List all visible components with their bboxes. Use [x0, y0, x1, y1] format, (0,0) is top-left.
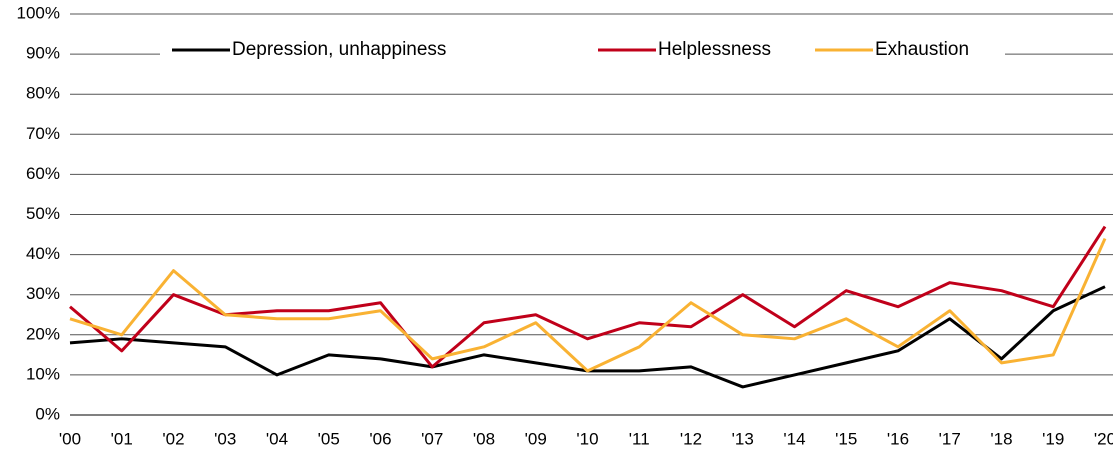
series-line [69, 225, 1107, 369]
y-tick-label: 30% [26, 284, 60, 303]
y-tick-label: 100% [17, 3, 60, 22]
y-tick-label: 90% [26, 44, 60, 63]
x-tick-label: '07 [421, 429, 443, 448]
x-tick-label: '04 [266, 429, 288, 448]
x-tick-label: '18 [990, 429, 1012, 448]
x-tick-label: '14 [783, 429, 805, 448]
y-tick-label: 10% [26, 364, 60, 383]
x-tick-label: '15 [835, 429, 857, 448]
x-tick-label: '17 [939, 429, 961, 448]
x-tick-label: '16 [887, 429, 909, 448]
y-tick-label: 70% [26, 124, 60, 143]
legend-label: Helplessness [658, 39, 771, 60]
legend-label: Exhaustion [875, 39, 969, 60]
x-tick-label: '13 [732, 429, 754, 448]
series-line [69, 237, 1107, 373]
legend-label: Depression, unhappiness [232, 39, 446, 60]
y-tick-label: 60% [26, 164, 60, 183]
x-tick-label: '12 [680, 429, 702, 448]
x-tick-label: '19 [1042, 429, 1064, 448]
x-tick-label: '20 [1094, 429, 1113, 448]
x-tick-label: '02 [162, 429, 184, 448]
x-tick-label: '10 [576, 429, 598, 448]
x-tick-label: '06 [369, 429, 391, 448]
x-tick-label: '11 [629, 429, 650, 448]
y-tick-label: 0% [35, 404, 60, 423]
x-tick-label: '08 [473, 429, 495, 448]
y-tick-label: 50% [26, 204, 60, 223]
y-tick-label: 80% [26, 84, 60, 103]
x-tick-label: '05 [318, 429, 340, 448]
x-tick-label: '01 [111, 429, 133, 448]
x-tick-label: '00 [59, 429, 81, 448]
y-tick-label: 40% [26, 244, 60, 263]
x-tick-label: '09 [525, 429, 547, 448]
y-tick-label: 20% [26, 324, 60, 343]
x-tick-label: '03 [214, 429, 236, 448]
